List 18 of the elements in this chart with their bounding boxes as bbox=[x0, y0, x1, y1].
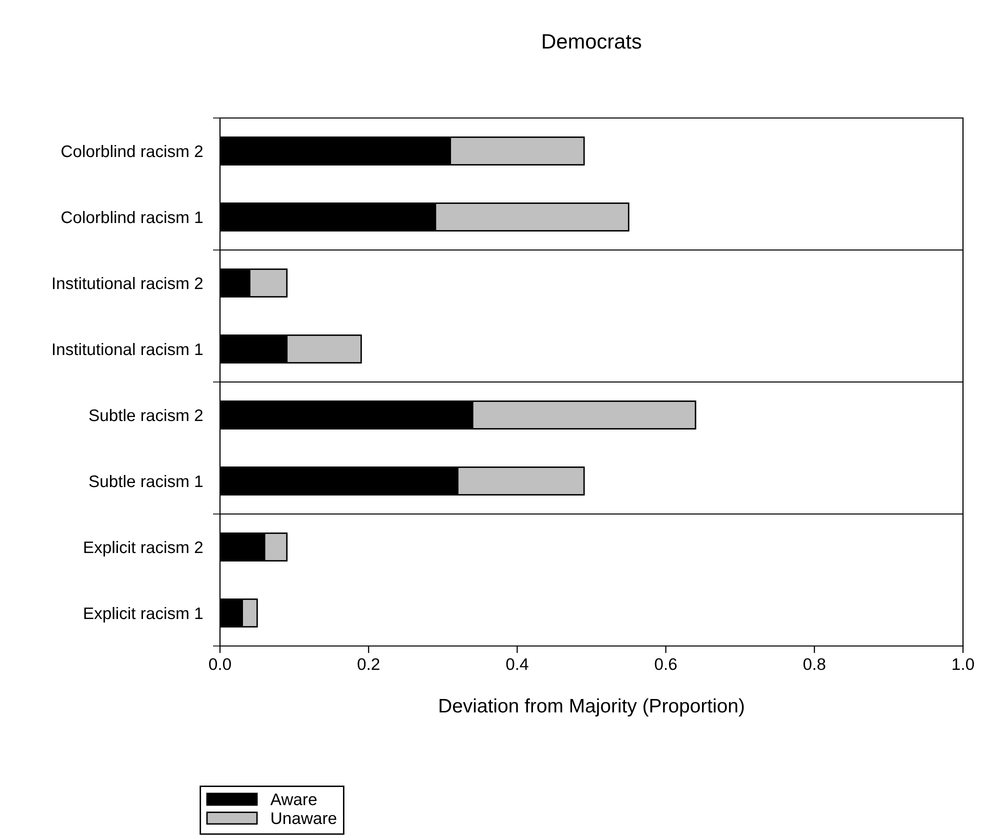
y-tick-label: Subtle racism 2 bbox=[89, 408, 202, 422]
y-tick-label: Explicit racism 1 bbox=[84, 606, 203, 622]
x-tick-label: 0.6 bbox=[654, 658, 677, 670]
y-tick-label: Institutional racism 1 bbox=[52, 342, 203, 356]
y-tick-label: Institutional racism 2 bbox=[52, 276, 203, 290]
y-tick-label: Colorblind racism 2 bbox=[62, 144, 203, 158]
y-tick-label: Subtle racism 1 bbox=[89, 474, 203, 488]
x-axis-title: Deviation from Majority (Proportion) bbox=[440, 698, 744, 716]
y-tick-label: Explicit racism 2 bbox=[84, 540, 202, 556]
legend-label: Unaware bbox=[272, 812, 336, 824]
x-tick-label: 0.0 bbox=[209, 658, 231, 670]
chart-title: Democrats bbox=[542, 34, 642, 49]
legend-label: Aware bbox=[270, 794, 317, 806]
x-tick-label: 0.2 bbox=[358, 658, 380, 670]
y-tick-label: Colorblind racism 1 bbox=[62, 210, 203, 224]
x-tick-label: 0.8 bbox=[803, 658, 826, 670]
x-tick-label: 1.0 bbox=[952, 658, 974, 670]
x-tick-label: 0.4 bbox=[506, 658, 528, 670]
